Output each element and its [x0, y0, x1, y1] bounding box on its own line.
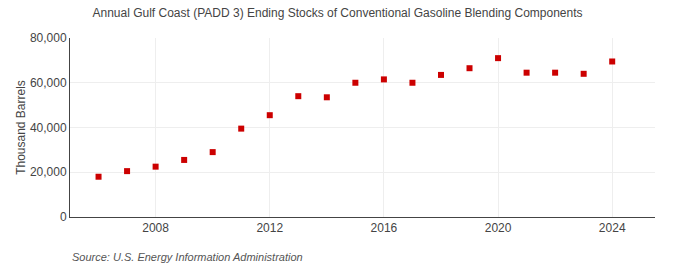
svg-text:Annual Gulf Coast (PADD 3) End: Annual Gulf Coast (PADD 3) Ending Stocks… [92, 6, 582, 20]
svg-text:2016: 2016 [371, 221, 398, 235]
svg-text:Thousand Barrels: Thousand Barrels [14, 80, 28, 175]
svg-text:40,000: 40,000 [30, 121, 67, 135]
svg-text:2020: 2020 [485, 221, 512, 235]
svg-text:20,000: 20,000 [30, 165, 67, 179]
svg-text:80,000: 80,000 [30, 31, 67, 45]
svg-text:2008: 2008 [142, 221, 169, 235]
svg-text:60,000: 60,000 [30, 76, 67, 90]
svg-text:0: 0 [60, 210, 67, 224]
svg-text:2024: 2024 [599, 221, 626, 235]
svg-text:Source: U.S. Energy Informatio: Source: U.S. Energy Information Administ… [72, 251, 303, 263]
svg-text:2012: 2012 [256, 221, 283, 235]
